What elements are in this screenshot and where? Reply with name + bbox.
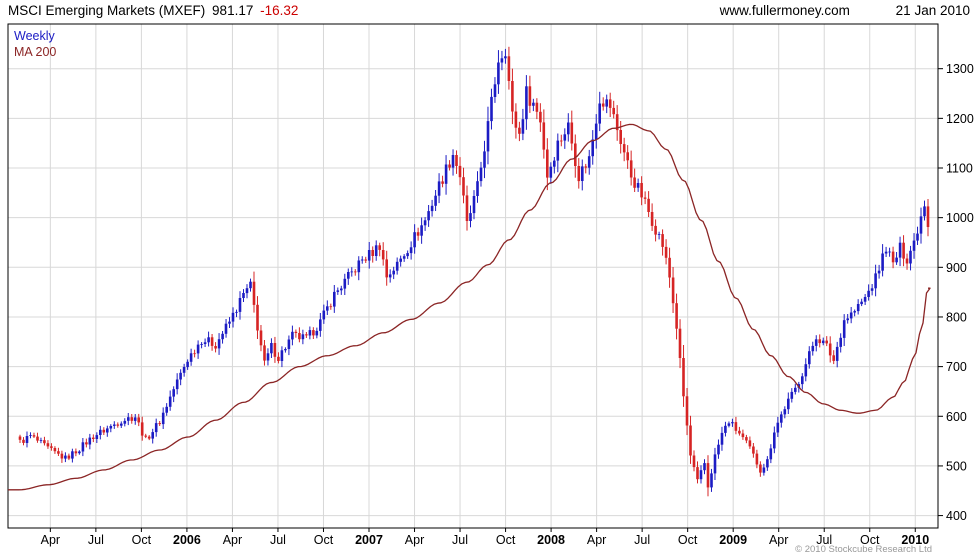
x-axis-label: Apr bbox=[587, 533, 606, 547]
y-axis-label: 900 bbox=[946, 261, 967, 275]
header-right: www.fullermoney.com 21 Jan 2010 bbox=[720, 3, 970, 18]
legend-weekly: Weekly bbox=[14, 29, 55, 43]
chart-header: MSCI Emerging Markets (MXEF) 981.17 -16.… bbox=[8, 3, 970, 18]
x-axis-label: 2007 bbox=[355, 533, 383, 547]
y-axis-label: 1000 bbox=[946, 211, 974, 225]
x-axis-label: 2008 bbox=[537, 533, 565, 547]
candlestick-series bbox=[18, 46, 930, 497]
ma-200-line bbox=[8, 123, 931, 491]
x-axis-label: Apr bbox=[41, 533, 60, 547]
x-axis-label: Oct bbox=[314, 533, 334, 547]
y-axis-label: 600 bbox=[946, 410, 967, 424]
x-axis-label: Oct bbox=[496, 533, 516, 547]
y-axis-label: 1200 bbox=[946, 112, 974, 126]
x-axis-label: Jul bbox=[816, 533, 832, 547]
y-axis-label: 800 bbox=[946, 310, 967, 324]
axes: 400 500 600 700 800 900 1000 1100 1200 1300 Apr Jul… bbox=[7, 23, 974, 547]
x-axis-label: Oct bbox=[132, 533, 152, 547]
x-axis-label: 2009 bbox=[719, 533, 747, 547]
y-axis-label: 1300 bbox=[946, 62, 974, 76]
y-axis-label: 500 bbox=[946, 459, 967, 473]
last-price: 981.17 bbox=[212, 3, 254, 18]
x-axis-label: Apr bbox=[223, 533, 242, 547]
x-axis-label: Apr bbox=[769, 533, 788, 547]
x-axis-label: Jul bbox=[634, 533, 650, 547]
copyright-text: © 2010 Stockcube Research Ltd bbox=[795, 544, 932, 555]
x-axis-label: Jul bbox=[270, 533, 286, 547]
legend-ma200: MA 200 bbox=[14, 45, 57, 60]
chart-title: MSCI Emerging Markets (MXEF) 981.17 -16.… bbox=[8, 3, 301, 18]
x-axis-label: Apr bbox=[405, 533, 424, 547]
x-axis-label: Jul bbox=[88, 533, 104, 547]
date-text: 21 Jan 2010 bbox=[895, 3, 970, 18]
y-axis-label: 700 bbox=[946, 360, 967, 374]
chart-legend: Weekly MA 200 bbox=[14, 28, 56, 61]
x-axis-label: 2006 bbox=[173, 533, 201, 547]
y-axis-label: 1100 bbox=[946, 162, 973, 176]
x-axis-label: Oct bbox=[678, 533, 698, 547]
grid bbox=[8, 24, 938, 528]
x-axis-label: Jul bbox=[452, 533, 468, 547]
y-axis-label: 400 bbox=[946, 509, 967, 523]
x-axis-label: Oct bbox=[860, 533, 880, 547]
website-text: www.fullermoney.com bbox=[719, 3, 850, 18]
x-axis-label: 2010 bbox=[901, 533, 929, 547]
price-change: -16.32 bbox=[260, 3, 299, 18]
instrument-name: MSCI Emerging Markets (MXEF) bbox=[8, 3, 206, 18]
